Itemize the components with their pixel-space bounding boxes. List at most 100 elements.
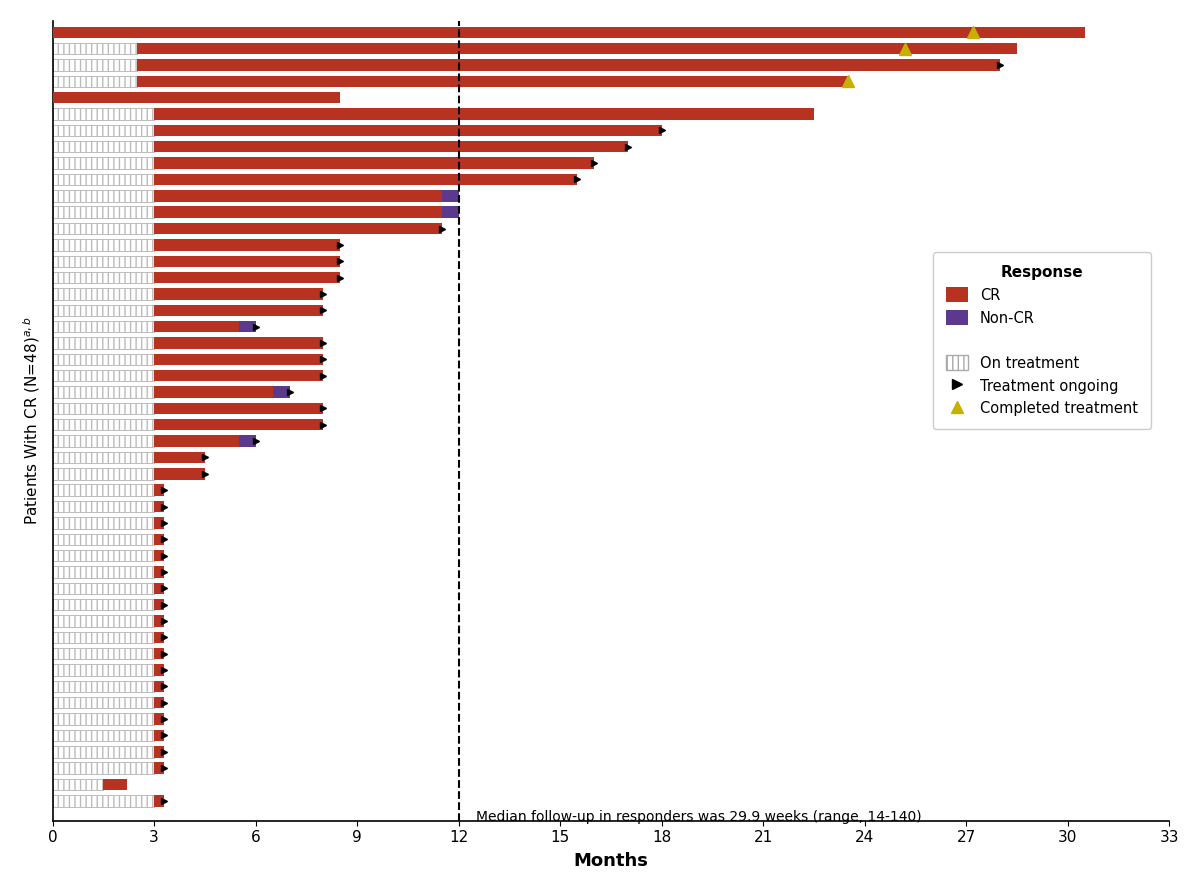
Bar	[53, 403, 154, 414]
Y-axis label: Patients With CR (N=48)$^{a,b}$: Patients With CR (N=48)$^{a,b}$	[20, 316, 42, 525]
Bar	[53, 697, 154, 708]
Bar	[53, 468, 154, 479]
Bar	[53, 338, 154, 348]
Bar	[154, 354, 323, 365]
Bar	[53, 583, 154, 594]
Bar	[53, 223, 154, 234]
Bar	[154, 468, 205, 479]
Bar	[53, 632, 154, 643]
Bar	[53, 583, 154, 594]
Bar	[53, 534, 154, 545]
Bar	[53, 76, 137, 87]
Bar	[53, 207, 154, 218]
Bar	[53, 223, 154, 234]
Bar	[53, 746, 154, 757]
Bar	[53, 485, 154, 496]
Bar	[53, 109, 154, 119]
Bar	[154, 648, 164, 659]
Bar	[53, 468, 154, 479]
Bar	[154, 239, 341, 250]
Bar	[53, 403, 154, 414]
Bar	[53, 550, 154, 561]
Bar	[154, 207, 442, 218]
Bar	[154, 321, 239, 332]
Bar	[154, 746, 164, 757]
Bar	[154, 763, 164, 774]
Bar	[53, 763, 154, 774]
Bar	[53, 109, 154, 119]
Bar	[53, 419, 154, 430]
Bar	[53, 60, 137, 70]
Bar	[154, 223, 442, 234]
Bar	[239, 321, 256, 332]
Bar	[53, 517, 154, 528]
Bar	[154, 485, 164, 496]
Bar	[53, 452, 154, 463]
Bar	[53, 746, 154, 757]
Bar	[137, 43, 1018, 54]
Bar	[154, 387, 272, 397]
Bar	[154, 583, 164, 594]
Bar	[53, 436, 154, 446]
Bar	[53, 92, 341, 103]
Bar	[53, 190, 154, 201]
Bar	[53, 256, 154, 267]
Bar	[53, 239, 154, 250]
Bar	[53, 190, 154, 201]
Bar	[53, 370, 154, 381]
Bar	[154, 436, 239, 446]
Bar	[272, 387, 289, 397]
Bar	[53, 321, 154, 332]
Bar	[154, 566, 164, 577]
Bar	[154, 730, 164, 741]
Bar	[53, 354, 154, 365]
Bar	[53, 76, 137, 87]
Bar	[137, 60, 1001, 70]
Bar	[53, 158, 154, 168]
Bar	[154, 403, 323, 414]
Bar	[53, 714, 154, 725]
Bar	[53, 763, 154, 774]
Bar	[154, 795, 164, 806]
Bar	[53, 419, 154, 430]
Bar	[53, 452, 154, 463]
Bar	[154, 697, 164, 708]
Bar	[154, 256, 341, 267]
Bar	[53, 125, 154, 136]
Bar	[154, 550, 164, 561]
Bar	[154, 109, 814, 119]
Bar	[53, 730, 154, 741]
Bar	[53, 616, 154, 626]
Bar	[53, 616, 154, 626]
Bar	[154, 141, 628, 152]
Bar	[53, 288, 154, 299]
Bar	[53, 43, 137, 54]
Bar	[53, 174, 154, 185]
Bar	[53, 779, 103, 790]
Bar	[53, 566, 154, 577]
Bar	[442, 190, 458, 201]
Bar	[53, 125, 154, 136]
Bar	[53, 141, 154, 152]
Legend: CR, Non-CR, , On treatment, Treatment ongoing, Completed treatment: CR, Non-CR, , On treatment, Treatment on…	[934, 252, 1151, 429]
Bar	[103, 779, 127, 790]
Bar	[154, 419, 323, 430]
Bar	[154, 305, 323, 316]
Bar	[53, 795, 154, 806]
Bar	[154, 616, 164, 626]
Bar	[53, 550, 154, 561]
Bar	[154, 517, 164, 528]
Bar	[53, 681, 154, 692]
X-axis label: Months: Months	[574, 852, 648, 871]
Bar	[154, 272, 341, 283]
Bar	[53, 141, 154, 152]
Bar	[154, 534, 164, 545]
Bar	[53, 321, 154, 332]
Bar	[154, 665, 164, 675]
Bar	[53, 370, 154, 381]
Bar	[53, 599, 154, 610]
Bar	[53, 207, 154, 218]
Bar	[53, 599, 154, 610]
Bar	[53, 648, 154, 659]
Bar	[53, 648, 154, 659]
